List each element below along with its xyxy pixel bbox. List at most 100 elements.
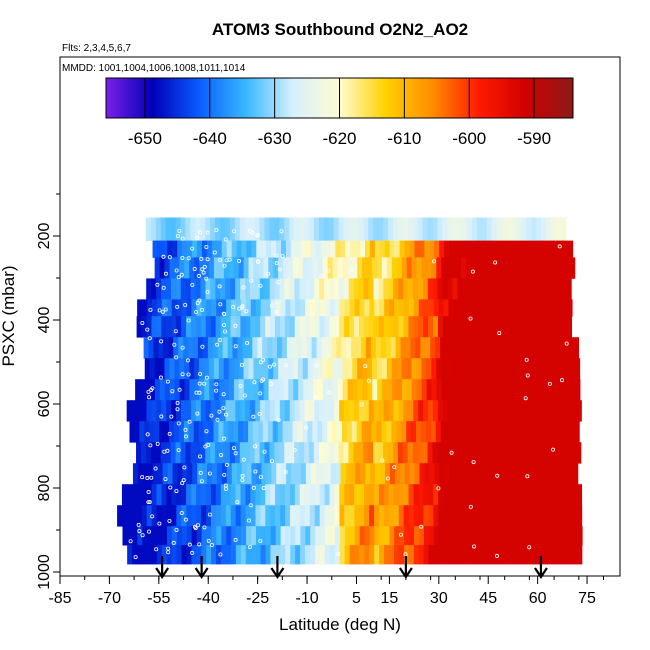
heatmap-cell [280, 526, 287, 546]
heatmap-cell [374, 526, 381, 546]
sample-point [247, 545, 252, 550]
heatmap-cell [478, 240, 485, 258]
sample-point [214, 228, 219, 233]
heatmap-cell [386, 421, 392, 443]
heatmap-cell [500, 257, 507, 279]
heatmap-cell [527, 545, 533, 565]
heatmap-cell [267, 337, 273, 359]
heatmap-cell [265, 316, 271, 338]
heatmap-cell [167, 463, 174, 485]
heatmap-cell [562, 299, 568, 317]
heatmap-cell [327, 358, 334, 380]
heatmap-cell [457, 316, 464, 338]
sample-point [183, 517, 188, 522]
heatmap-cell [458, 545, 464, 565]
heatmap-cell [557, 545, 563, 565]
heatmap-cell [453, 545, 459, 565]
heatmap-cell [131, 505, 138, 527]
heatmap-cell [485, 379, 492, 401]
heatmap-cell [205, 316, 212, 338]
sample-point [276, 417, 281, 422]
heatmap-cell [383, 505, 390, 527]
sample-point [207, 471, 212, 476]
heatmap-cell [541, 217, 547, 241]
heatmap-cell [243, 358, 250, 380]
heatmap-cell [355, 463, 361, 485]
heatmap-cell [141, 505, 148, 527]
heatmap-cell [445, 337, 451, 359]
sample-point [495, 553, 500, 558]
heatmap-cell [376, 421, 383, 443]
heatmap-cell [545, 379, 551, 401]
sample-point [197, 381, 202, 386]
heatmap-cell [541, 400, 548, 422]
heatmap-cell [162, 463, 169, 485]
heatmap-cell [453, 526, 460, 546]
heatmap-cell [243, 379, 250, 401]
heatmap-cell [157, 526, 163, 546]
sample-point [180, 481, 185, 486]
sample-point [205, 257, 210, 262]
heatmap-cell [352, 379, 359, 401]
x-tick-label: 30 [430, 590, 448, 607]
heatmap-cell [523, 240, 529, 258]
heatmap-cell [445, 421, 452, 443]
heatmap-cell [418, 526, 425, 546]
heatmap-cell [197, 463, 203, 485]
heatmap-cell [260, 400, 266, 422]
heatmap-cell [375, 463, 381, 485]
heatmap-cell [344, 400, 350, 422]
sample-point [147, 336, 152, 341]
heatmap-cell [324, 278, 330, 300]
sample-point [245, 341, 250, 346]
heatmap-cell [512, 526, 519, 546]
heatmap-cell [213, 421, 220, 443]
heatmap-cell [537, 545, 543, 565]
heatmap-cell [353, 400, 360, 422]
heatmap-cell [359, 484, 365, 506]
heatmap-cell [261, 240, 267, 258]
heatmap-cell [341, 421, 348, 443]
heatmap-cell [556, 442, 562, 464]
heatmap-cell [136, 505, 143, 527]
heatmap-cell [305, 463, 312, 485]
heatmap-cell [522, 316, 528, 338]
heatmap-cell [463, 299, 469, 317]
heatmap-cell [304, 278, 310, 300]
heatmap-cell [176, 545, 183, 565]
heatmap-cell [423, 484, 429, 506]
heatmap-cell [307, 421, 313, 443]
heatmap-cell [229, 217, 236, 241]
x-tick-label: -85 [48, 590, 71, 607]
heatmap-cell [290, 240, 297, 258]
heatmap-cell [451, 358, 457, 380]
heatmap-cell [463, 545, 469, 565]
heatmap-cell [177, 463, 183, 485]
heatmap-cell [300, 299, 306, 317]
heatmap-cell [223, 358, 230, 380]
heatmap-cell [462, 217, 468, 241]
heatmap-cell [215, 316, 222, 338]
heatmap-cell [157, 463, 164, 485]
heatmap-cell [426, 358, 432, 380]
heatmap-cell [319, 316, 325, 338]
heatmap-cell [300, 240, 307, 258]
heatmap-cell [238, 421, 244, 443]
heatmap-cell [228, 358, 235, 380]
heatmap-cell [431, 358, 437, 380]
heatmap-cell [249, 442, 256, 464]
heatmap-cell [275, 526, 282, 546]
heatmap-cell [557, 240, 564, 258]
heatmap-cell [153, 337, 160, 359]
heatmap-cell [498, 526, 504, 546]
sample-point [206, 442, 211, 447]
sample-point [223, 329, 228, 334]
heatmap-cell [338, 217, 345, 241]
heatmap-cell [359, 299, 366, 317]
heatmap-cell [496, 278, 503, 300]
heatmap-cell [250, 505, 257, 527]
heatmap-cell [438, 505, 444, 527]
sample-point [128, 539, 133, 544]
heatmap-cell [409, 463, 416, 485]
heatmap-cell [567, 526, 573, 546]
